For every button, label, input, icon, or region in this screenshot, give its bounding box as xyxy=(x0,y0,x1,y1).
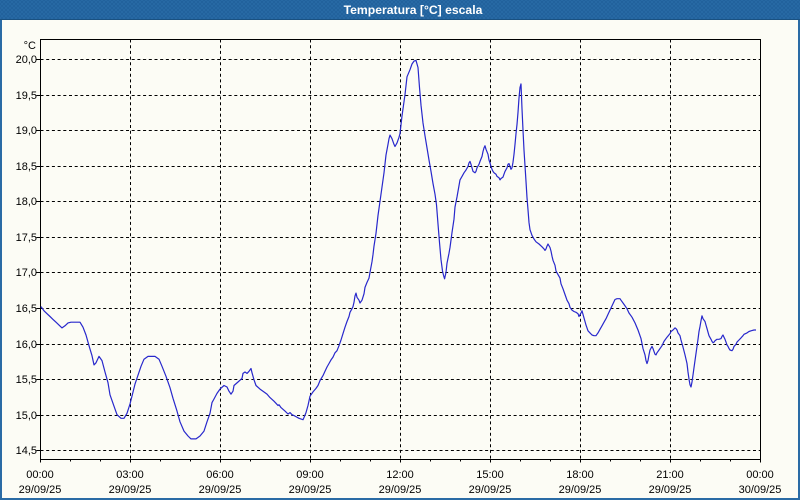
svg-text:03:00: 03:00 xyxy=(116,469,144,481)
svg-text:18,0: 18,0 xyxy=(16,196,37,208)
svg-text:29/09/25: 29/09/25 xyxy=(469,484,512,496)
svg-text:29/09/25: 29/09/25 xyxy=(649,484,692,496)
svg-text:18:00: 18:00 xyxy=(566,469,594,481)
svg-text:29/09/25: 29/09/25 xyxy=(559,484,602,496)
svg-text:16,5: 16,5 xyxy=(16,303,37,315)
svg-text:29/09/25: 29/09/25 xyxy=(379,484,422,496)
svg-text:15,5: 15,5 xyxy=(16,374,37,386)
svg-text:15,0: 15,0 xyxy=(16,410,37,422)
svg-text:17,5: 17,5 xyxy=(16,232,37,244)
svg-text:06:00: 06:00 xyxy=(206,469,234,481)
svg-text:12:00: 12:00 xyxy=(386,469,414,481)
svg-text:15:00: 15:00 xyxy=(476,469,504,481)
svg-text:16,0: 16,0 xyxy=(16,339,37,351)
svg-text:30/09/25: 30/09/25 xyxy=(739,484,782,496)
svg-text:14,5: 14,5 xyxy=(16,445,37,457)
svg-text:21:00: 21:00 xyxy=(656,469,684,481)
svg-text:29/09/25: 29/09/25 xyxy=(19,484,62,496)
svg-text:00:00: 00:00 xyxy=(26,469,54,481)
svg-text:18,5: 18,5 xyxy=(16,161,37,173)
svg-text:20,0: 20,0 xyxy=(16,54,37,66)
svg-text:29/09/25: 29/09/25 xyxy=(199,484,242,496)
svg-text:°C: °C xyxy=(24,40,36,52)
svg-text:17,0: 17,0 xyxy=(16,267,37,279)
svg-text:19,5: 19,5 xyxy=(16,90,37,102)
svg-text:19,0: 19,0 xyxy=(16,125,37,137)
svg-text:09:00: 09:00 xyxy=(296,469,324,481)
svg-text:29/09/25: 29/09/25 xyxy=(109,484,152,496)
svg-text:00:00: 00:00 xyxy=(746,469,774,481)
svg-text:29/09/25: 29/09/25 xyxy=(289,484,332,496)
